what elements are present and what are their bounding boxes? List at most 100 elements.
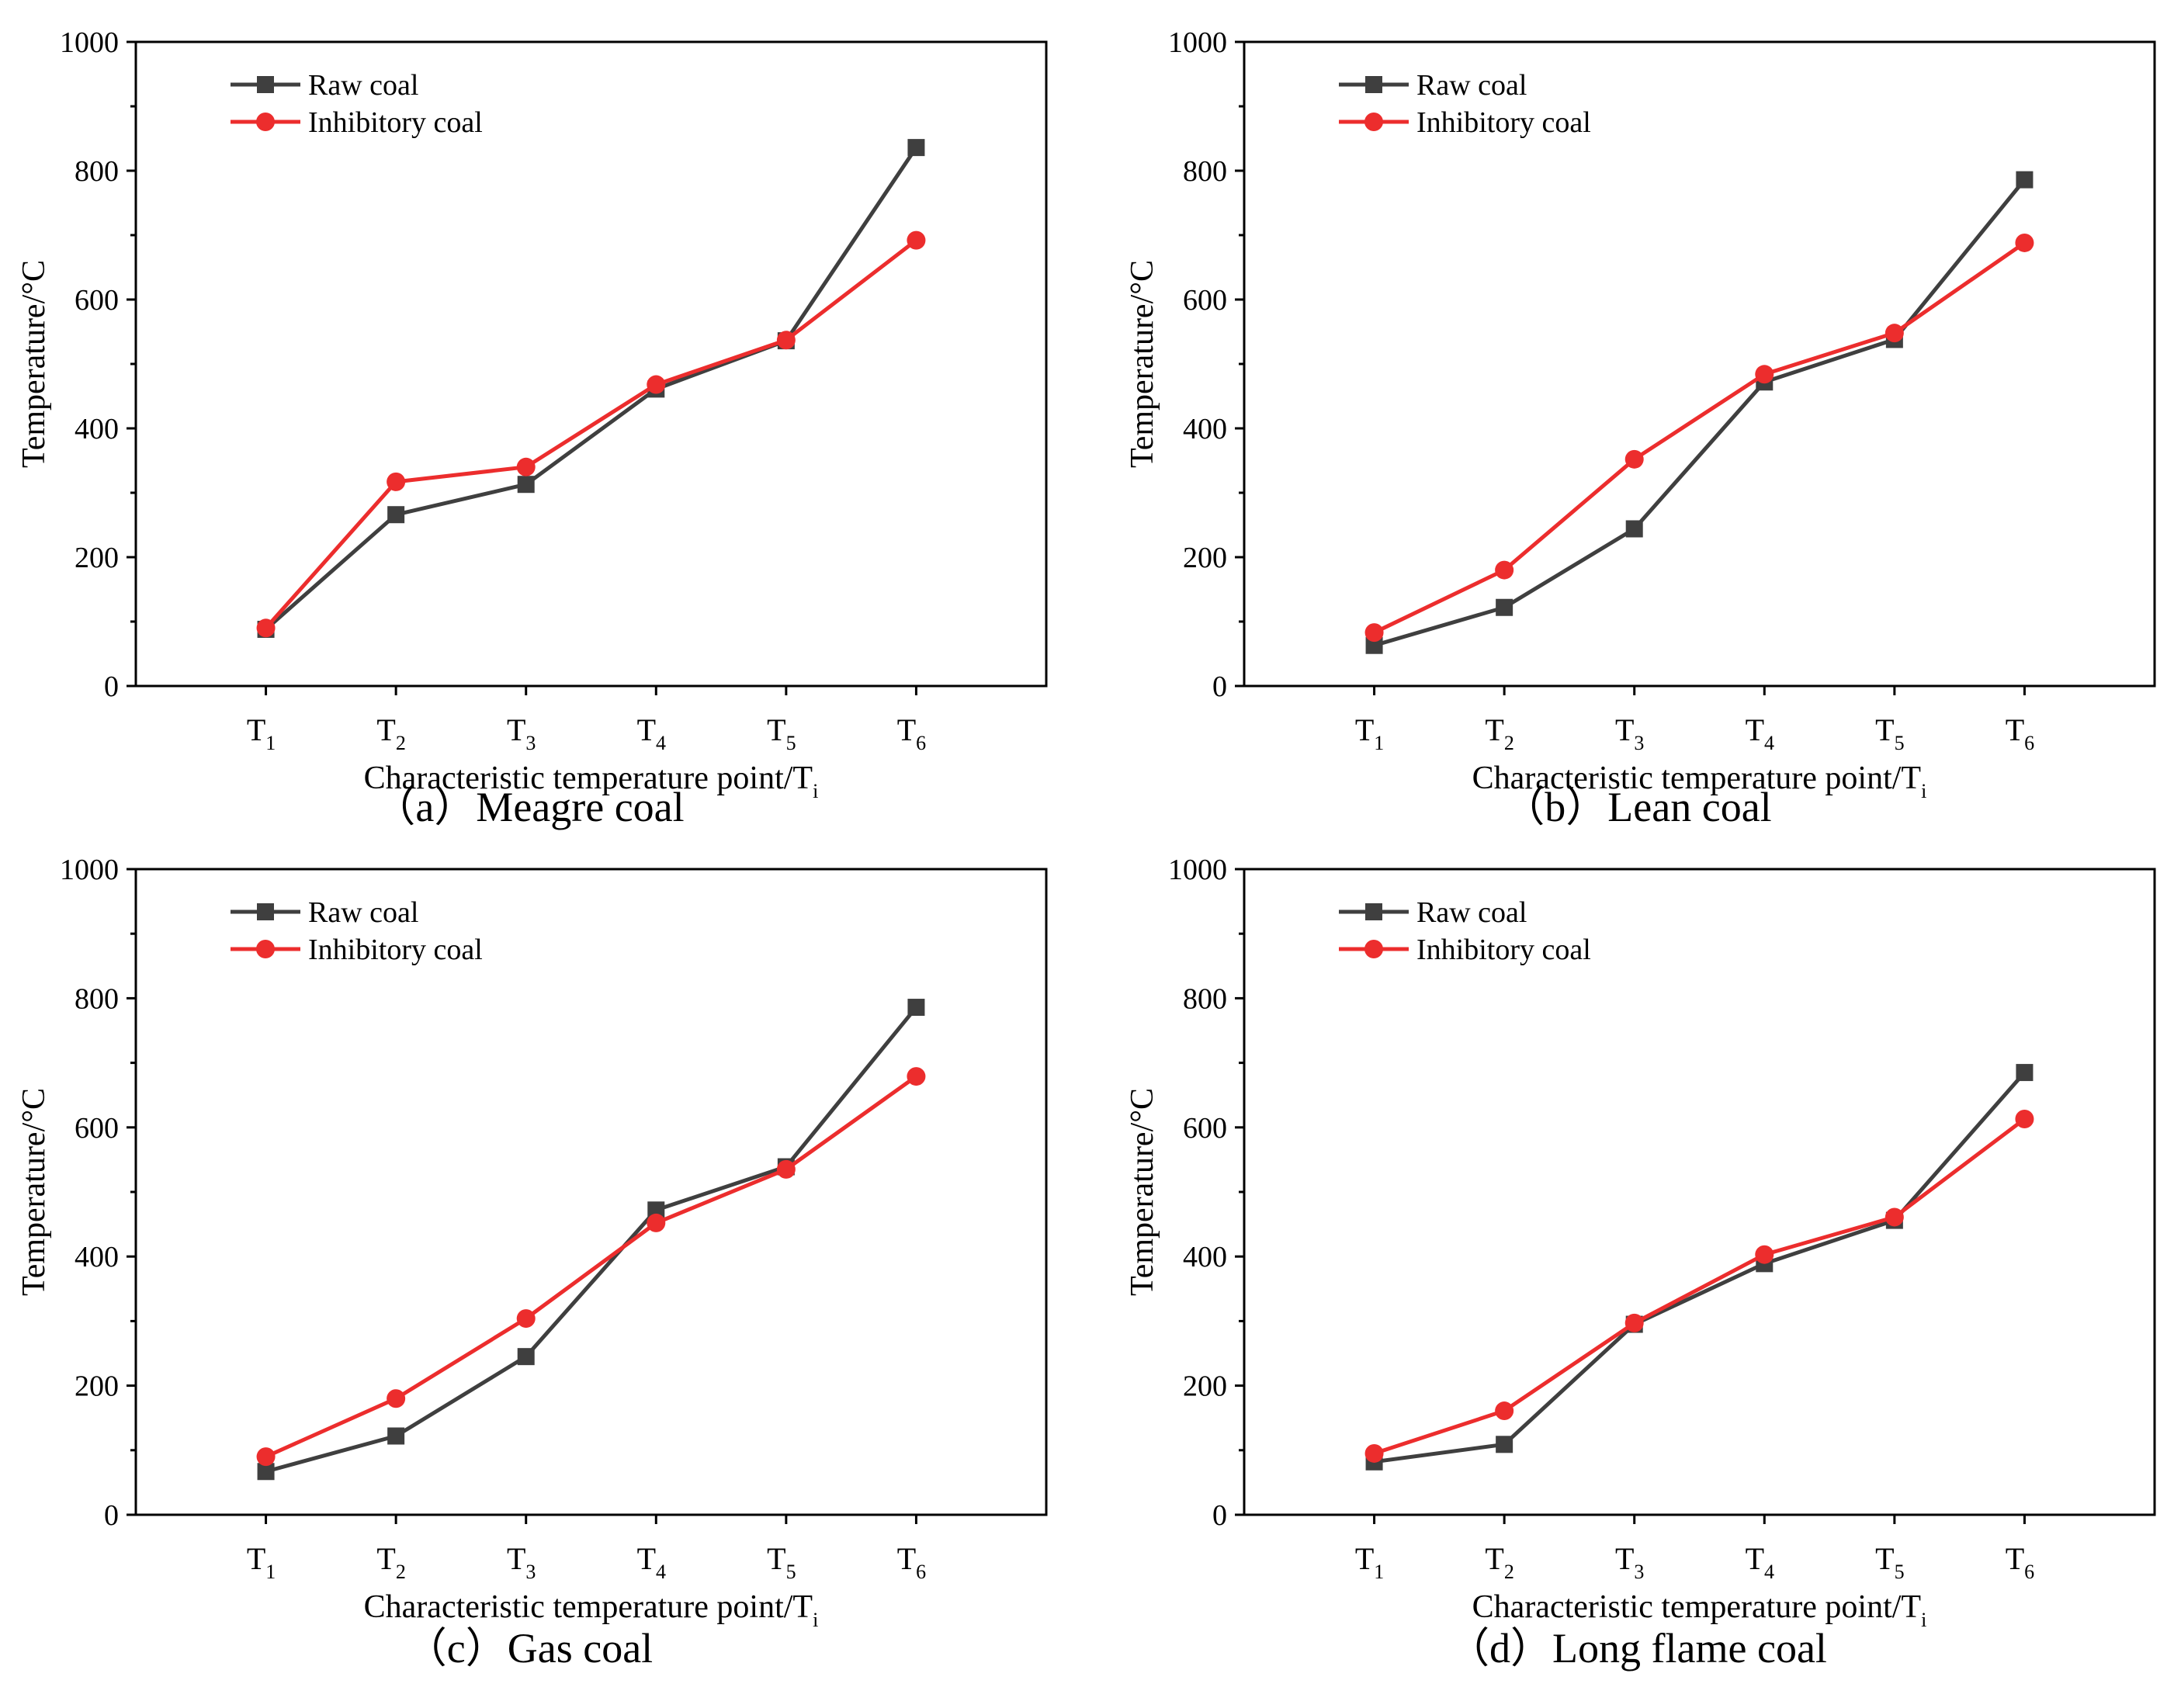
y-tick-label: 0 <box>104 1499 119 1532</box>
data-point-raw-coal <box>517 1348 535 1366</box>
x-tick-label: T3 <box>1615 712 1644 754</box>
plot-frame <box>134 868 1048 1516</box>
data-point-inhibitory-coal <box>907 230 926 250</box>
x-tick-main: T <box>247 1541 265 1576</box>
x-tick-sub: 4 <box>656 1561 666 1583</box>
legend-marker-square <box>1365 903 1382 920</box>
legend-label: Raw coal <box>308 896 418 929</box>
data-point-inhibitory-coal <box>387 1389 406 1408</box>
x-tick-label: T4 <box>1746 1541 1774 1583</box>
y-tick-label: 0 <box>104 670 119 703</box>
x-tick-sub: 2 <box>1504 732 1514 754</box>
legend-marker-circle <box>256 940 275 958</box>
x-tick-main: T <box>767 1541 785 1576</box>
data-point-inhibitory-coal <box>1884 324 1904 343</box>
legend-label: Inhibitory coal <box>308 106 483 139</box>
y-tick-label: 600 <box>75 1112 119 1145</box>
legend-marker-circle <box>1364 940 1383 958</box>
data-point-inhibitory-coal <box>2015 233 2034 252</box>
x-tick-label: T3 <box>1615 1541 1644 1583</box>
data-point-inhibitory-coal <box>1755 1245 1774 1264</box>
data-point-inhibitory-coal <box>1624 1313 1644 1332</box>
x-tick-label: T1 <box>247 1541 276 1583</box>
x-tick-sub: 2 <box>396 732 406 754</box>
x-axis-title: Characteristic temperature point/Ti <box>364 1589 819 1631</box>
x-tick-sub: 6 <box>2024 1561 2034 1583</box>
x-tick-main: T <box>897 712 916 747</box>
legend-label: Raw coal <box>1416 69 1527 102</box>
y-tick-label: 200 <box>75 1370 119 1403</box>
x-tick-main: T <box>2006 712 2024 747</box>
x-tick-main: T <box>1355 1541 1374 1576</box>
x-tick-sub: 3 <box>525 1561 536 1583</box>
x-tick-main: T <box>1875 1541 1894 1576</box>
data-point-inhibitory-coal <box>647 375 666 394</box>
legend-marker-square <box>257 903 274 920</box>
series-line-raw-coal <box>265 1006 918 1474</box>
data-point-raw-coal <box>1625 520 1643 538</box>
x-tick-label: T4 <box>637 1541 666 1583</box>
data-point-inhibitory-coal <box>516 1309 536 1329</box>
x-tick-main: T <box>507 712 525 747</box>
x-axis-title-main: Characteristic temperature point/T <box>364 760 813 796</box>
y-tick-label: 400 <box>75 413 119 445</box>
x-tick-sub: 5 <box>1895 732 1905 754</box>
x-tick-sub: 4 <box>1764 732 1774 754</box>
y-tick-label: 600 <box>75 284 119 317</box>
panel-caption: （b）Lean coal <box>1503 784 1771 830</box>
x-tick-main: T <box>376 712 395 747</box>
x-axis-title-main: Characteristic temperature point/T <box>1472 760 1921 796</box>
x-tick-main: T <box>376 1541 395 1576</box>
y-tick-label: 800 <box>1183 982 1227 1015</box>
data-point-raw-coal <box>1365 636 1383 654</box>
x-tick-sub: 1 <box>1374 732 1384 754</box>
data-point-raw-coal <box>1496 598 1513 616</box>
legend-label: Inhibitory coal <box>308 934 483 966</box>
y-tick-label: 1000 <box>60 26 119 59</box>
plot-frame <box>1243 868 2156 1516</box>
legend-label: Raw coal <box>1416 896 1527 929</box>
x-tick-main: T <box>2006 1541 2024 1576</box>
y-tick-label: 400 <box>1183 413 1227 445</box>
x-tick-sub: 1 <box>265 732 276 754</box>
x-tick-main: T <box>247 712 265 747</box>
data-point-raw-coal <box>517 476 535 494</box>
x-tick-label: T5 <box>1875 712 1904 754</box>
x-tick-main: T <box>1875 712 1894 747</box>
data-point-raw-coal <box>907 139 925 157</box>
data-point-inhibitory-coal <box>907 1067 926 1086</box>
x-tick-main: T <box>1485 1541 1503 1576</box>
x-tick-sub: 3 <box>525 732 536 754</box>
y-tick-label: 1000 <box>1168 854 1227 886</box>
x-tick-label: T6 <box>897 712 926 754</box>
y-tick-label: 200 <box>75 542 119 574</box>
x-tick-main: T <box>637 1541 656 1576</box>
y-tick-label: 800 <box>1183 155 1227 188</box>
data-point-raw-coal <box>257 1463 275 1481</box>
x-tick-label: T2 <box>1485 1541 1513 1583</box>
y-axis-title: Temperature/°C <box>1125 1088 1160 1296</box>
x-tick-sub: 1 <box>265 1561 276 1583</box>
data-point-inhibitory-coal <box>516 457 536 476</box>
x-axis-title: Characteristic temperature point/Ti <box>1472 1589 1927 1631</box>
y-tick-label: 600 <box>1183 284 1227 317</box>
series-line-inhibitory-coal <box>1373 241 2026 635</box>
panel-caption: （a）Meagre coal <box>373 784 684 830</box>
series-line-inhibitory-coal <box>1373 1117 2026 1456</box>
x-tick-main: T <box>767 712 785 747</box>
data-point-raw-coal <box>647 1201 665 1219</box>
x-tick-sub: 5 <box>786 1561 796 1583</box>
y-axis-title: Temperature/°C <box>16 260 52 468</box>
x-tick-sub: 5 <box>786 732 796 754</box>
x-tick-sub: 3 <box>1634 732 1644 754</box>
x-tick-main: T <box>507 1541 525 1576</box>
x-tick-sub: 3 <box>1634 1561 1644 1583</box>
legend-marker-circle <box>256 113 275 131</box>
x-tick-main: T <box>637 712 656 747</box>
x-tick-main: T <box>897 1541 916 1576</box>
x-axis-title-sub: i <box>813 1609 818 1631</box>
data-point-inhibitory-coal <box>1364 1443 1384 1463</box>
x-tick-sub: 6 <box>916 732 926 754</box>
x-tick-sub: 6 <box>2024 732 2034 754</box>
